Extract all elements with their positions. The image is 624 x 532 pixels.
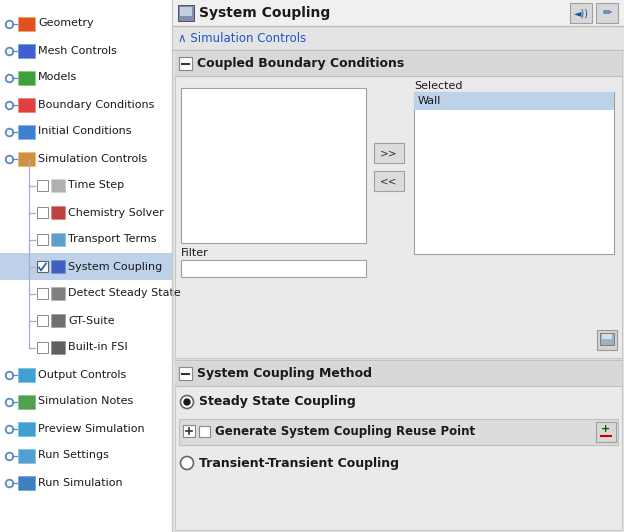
- Bar: [600, 333, 614, 345]
- Bar: [18, 124, 35, 138]
- Bar: [18, 448, 35, 462]
- Text: Built-in FSI: Built-in FSI: [68, 343, 128, 353]
- Text: Transient-Transient Coupling: Transient-Transient Coupling: [199, 456, 399, 470]
- Bar: [199, 426, 210, 437]
- Bar: [37, 261, 48, 271]
- Text: >>: >>: [380, 148, 397, 158]
- Bar: [18, 97, 35, 112]
- Bar: [374, 171, 404, 191]
- Bar: [18, 421, 35, 436]
- Text: Boundary Conditions: Boundary Conditions: [38, 99, 154, 110]
- Bar: [18, 368, 35, 381]
- Text: Geometry: Geometry: [38, 19, 94, 29]
- Bar: [414, 92, 614, 254]
- Text: Wall: Wall: [418, 96, 441, 106]
- Bar: [37, 342, 48, 353]
- Bar: [175, 52, 622, 76]
- Bar: [51, 232, 65, 245]
- Text: Run Simulation: Run Simulation: [38, 478, 123, 487]
- Bar: [570, 3, 592, 23]
- Text: Run Settings: Run Settings: [38, 451, 109, 461]
- Bar: [175, 362, 622, 530]
- Bar: [51, 287, 65, 300]
- Bar: [18, 395, 35, 409]
- Bar: [18, 71, 35, 85]
- Bar: [18, 476, 35, 489]
- Text: Generate System Coupling Reuse Point: Generate System Coupling Reuse Point: [215, 426, 475, 438]
- Bar: [0, 253, 172, 280]
- Circle shape: [180, 395, 193, 409]
- Bar: [178, 5, 194, 21]
- Bar: [51, 340, 65, 353]
- Bar: [183, 425, 195, 437]
- Bar: [37, 206, 48, 218]
- Text: System Coupling: System Coupling: [68, 262, 162, 271]
- Text: System Coupling Method: System Coupling Method: [197, 368, 372, 380]
- Text: Simulation Notes: Simulation Notes: [38, 396, 134, 406]
- Bar: [596, 422, 616, 442]
- Bar: [179, 367, 192, 380]
- Text: Detect Steady State: Detect Steady State: [68, 288, 181, 298]
- Circle shape: [180, 456, 193, 470]
- Bar: [37, 287, 48, 298]
- Text: Filter: Filter: [181, 248, 209, 258]
- Text: Simulation Controls: Simulation Controls: [38, 154, 147, 163]
- Text: System Coupling: System Coupling: [199, 6, 330, 20]
- Text: Steady State Coupling: Steady State Coupling: [199, 395, 356, 409]
- Text: Selected: Selected: [414, 81, 462, 91]
- Text: Mesh Controls: Mesh Controls: [38, 46, 117, 55]
- Bar: [180, 7, 192, 16]
- Bar: [175, 52, 622, 358]
- Bar: [602, 334, 612, 339]
- Bar: [179, 57, 192, 70]
- Bar: [181, 88, 366, 243]
- Bar: [173, 0, 624, 532]
- Bar: [596, 3, 618, 23]
- Text: ◄)): ◄)): [573, 8, 588, 18]
- Text: Chemistry Solver: Chemistry Solver: [68, 207, 163, 218]
- Bar: [37, 234, 48, 245]
- Text: GT-Suite: GT-Suite: [68, 315, 115, 326]
- Bar: [414, 92, 614, 110]
- Text: Models: Models: [38, 72, 77, 82]
- Bar: [37, 314, 48, 326]
- Bar: [18, 152, 35, 165]
- Text: Output Controls: Output Controls: [38, 370, 126, 379]
- Circle shape: [184, 399, 190, 405]
- Bar: [37, 179, 48, 190]
- Bar: [51, 205, 65, 219]
- Text: ∧ Simulation Controls: ∧ Simulation Controls: [178, 31, 306, 45]
- Text: ✏: ✏: [602, 8, 612, 18]
- Text: <<: <<: [380, 176, 397, 186]
- Bar: [0, 0, 172, 532]
- Text: Initial Conditions: Initial Conditions: [38, 127, 132, 137]
- Bar: [51, 313, 65, 327]
- Text: Coupled Boundary Conditions: Coupled Boundary Conditions: [197, 57, 404, 71]
- Bar: [181, 260, 366, 277]
- Bar: [374, 143, 404, 163]
- Bar: [51, 260, 65, 272]
- Text: Preview Simulation: Preview Simulation: [38, 423, 145, 434]
- Text: Transport Terms: Transport Terms: [68, 235, 157, 245]
- Bar: [18, 16, 35, 30]
- Bar: [51, 179, 65, 192]
- Bar: [175, 362, 622, 386]
- Text: +: +: [602, 424, 611, 434]
- Bar: [597, 330, 617, 350]
- Bar: [18, 44, 35, 57]
- Bar: [179, 419, 618, 445]
- Text: Time Step: Time Step: [68, 180, 124, 190]
- Bar: [173, 0, 624, 26]
